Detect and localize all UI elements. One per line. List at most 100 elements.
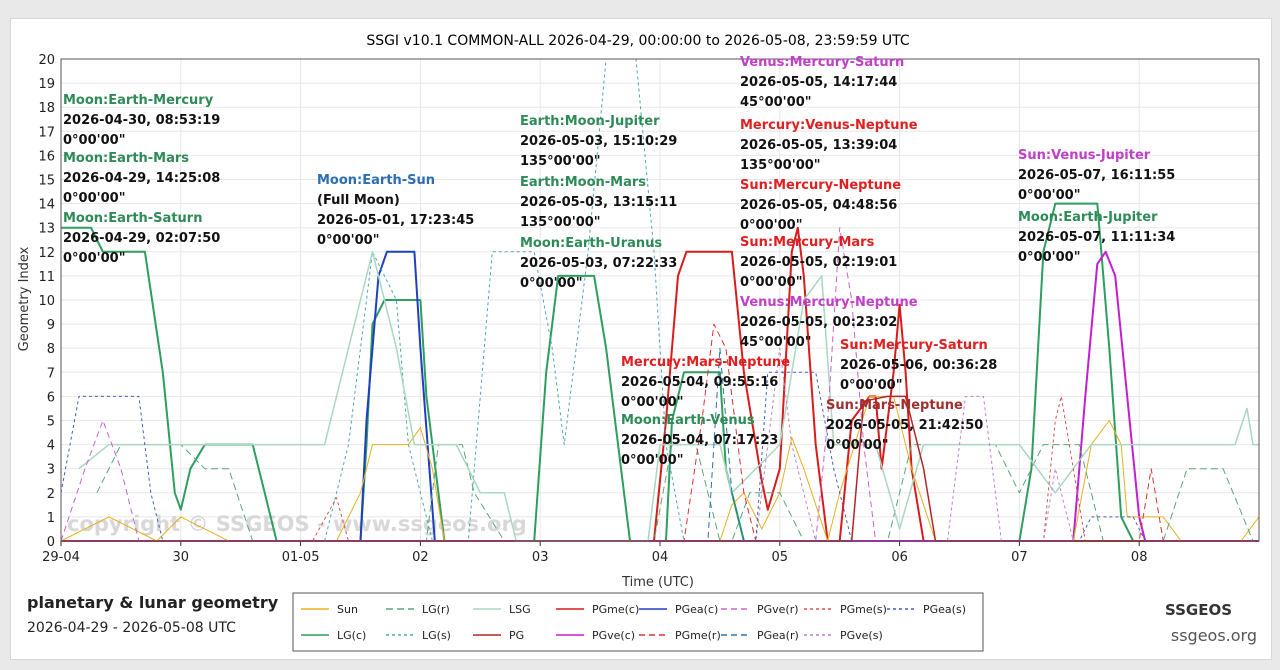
y-tick-label: 11	[38, 270, 55, 285]
series-pgme-s	[61, 395, 1259, 542]
annotation-detail: 2026-05-05, 04:48:56	[740, 198, 897, 213]
plot-border	[60, 58, 1260, 542]
legend-label: PGve(c)	[592, 629, 635, 642]
legend-item: PG	[473, 629, 524, 642]
y-axis-label: Geometry Index	[17, 246, 32, 351]
legend-item: PGea(r)	[721, 629, 799, 642]
legend-item: Sun	[301, 603, 358, 616]
legend-item: PGve(c)	[556, 629, 635, 642]
y-tick-label: 5	[47, 415, 55, 430]
annotation-detail: 2026-04-30, 08:53:19	[63, 113, 220, 128]
series-lg-c	[61, 202, 1259, 542]
annotation-title: Sun:Mercury-Mars	[740, 235, 875, 250]
annotation-detail: 2026-05-05, 14:17:44	[740, 75, 897, 90]
annotation-detail: 135°00'00"	[520, 154, 601, 169]
event-annotation: Mercury:Venus-Neptune 2026-05-05, 13:39:0…	[740, 118, 918, 173]
annotation-detail: 2026-05-07, 16:11:55	[1018, 168, 1175, 183]
legend-item: LG(c)	[301, 629, 366, 642]
annotation-title: Moon:Earth-Mercury	[63, 93, 214, 108]
annotation-detail: 2026-05-03, 13:15:11	[520, 195, 677, 210]
y-tick-label: 14	[38, 198, 55, 213]
annotation-title: Earth:Moon-Jupiter	[520, 114, 660, 129]
event-annotation: Mercury:Mars-Neptune 2026-05-04, 09:55:16…	[621, 355, 790, 410]
legend-item: PGea(s)	[887, 603, 966, 616]
annotation-detail: 0°00'00"	[1018, 250, 1080, 265]
legend-item: PGve(s)	[804, 629, 883, 642]
event-annotation: Sun:Venus-Jupiter 2026-05-07, 16:11:55 0°0…	[1018, 148, 1175, 203]
legend-label: PGea(r)	[757, 629, 799, 642]
legend-label: LG(c)	[337, 629, 366, 642]
legend-label: LG(s)	[422, 629, 451, 642]
event-annotation: Sun:Mercury-Mars 2026-05-05, 02:19:01 0°00…	[740, 235, 897, 290]
legend-item: PGve(r)	[721, 603, 799, 616]
annotation-detail: 2026-05-06, 00:36:28	[840, 358, 997, 373]
legend-label: PGve(r)	[757, 603, 799, 616]
y-tick-label: 4	[47, 439, 55, 454]
legend-item: LG(s)	[386, 629, 451, 642]
event-annotation: Moon:Earth-Venus 2026-05-04, 07:17:23 0°00…	[621, 413, 778, 468]
legend-label: PGme(s)	[840, 603, 887, 616]
annotation-detail: 0°00'00"	[621, 453, 683, 468]
annotation-detail: 135°00'00"	[740, 158, 821, 173]
y-tick-label: 13	[38, 222, 55, 237]
annotation-detail: 0°00'00"	[520, 276, 582, 291]
legend-label: PGme(r)	[675, 629, 721, 642]
y-tick-label: 20	[38, 53, 55, 68]
x-tick-label: 07	[1011, 550, 1028, 565]
annotation-detail: 2026-05-01, 17:23:45	[317, 213, 474, 228]
annotation-title: Sun:Mercury-Saturn	[840, 338, 988, 353]
event-annotation: Moon:Earth-Mercury 2026-04-30, 08:53:19 0°…	[63, 93, 220, 148]
event-annotation: Earth:Moon-Mars 2026-05-03, 13:15:11 135°0…	[520, 175, 677, 230]
footer-date-range: 2026-04-29 - 2026-05-08 UTC	[27, 620, 236, 636]
annotation-detail: 0°00'00"	[740, 218, 802, 233]
legend-label: PG	[509, 629, 524, 642]
x-tick-label: 29-04	[42, 550, 80, 565]
annotation-detail: 2026-04-29, 02:07:50	[63, 231, 220, 246]
annotation-detail: 2026-05-05, 21:42:50	[826, 418, 983, 433]
footer-title: planetary & lunar geometry	[27, 593, 279, 612]
x-tick-label: 08	[1131, 550, 1148, 565]
footer-brand: SSGEOS	[1165, 601, 1232, 619]
y-tick-label: 0	[47, 535, 55, 550]
legend-label: Sun	[337, 603, 358, 616]
x-tick-label: 06	[891, 550, 908, 565]
annotation-detail: 135°00'00"	[520, 215, 601, 230]
annotation-detail: 0°00'00"	[740, 275, 802, 290]
annotation-detail: 2026-05-03, 07:22:33	[520, 256, 677, 271]
annotation-detail: 45°00'00"	[740, 95, 812, 110]
event-annotation: Moon:Earth-Saturn 2026-04-29, 02:07:50 0°0…	[63, 211, 220, 266]
annotation-detail: (Full Moon)	[317, 193, 400, 208]
x-tick-label: 01-05	[282, 550, 320, 565]
legend-box	[292, 592, 984, 652]
series-sun	[60, 395, 1260, 542]
legend-label: LG(r)	[422, 603, 450, 616]
legend-label: PGea(c)	[675, 603, 718, 616]
y-tick-label: 8	[47, 342, 55, 357]
series-pgve-r	[60, 227, 1259, 542]
series-pgme-c	[61, 226, 1259, 542]
series-pg	[61, 395, 1259, 542]
x-tick-label: 04	[652, 550, 669, 565]
y-tick-label: 1	[47, 511, 55, 526]
x-tick-label: 02	[412, 550, 429, 565]
annotation-detail: 0°00'00"	[621, 395, 683, 410]
y-tick-label: 6	[47, 390, 55, 405]
annotation-detail: 2026-05-05, 02:19:01	[740, 255, 897, 270]
y-tick-label: 7	[47, 366, 55, 381]
annotation-title: Moon:Earth-Venus	[621, 413, 755, 428]
annotation-detail: 0°00'00"	[826, 438, 888, 453]
legend-label: PGve(s)	[840, 629, 883, 642]
annotation-detail: 2026-04-29, 14:25:08	[63, 171, 220, 186]
series-pgea-c	[61, 250, 1259, 542]
annotation-title: Mercury:Venus-Neptune	[740, 118, 918, 133]
event-annotation: Moon:Earth-Sun (Full Moon) 2026-05-01, 17:…	[317, 173, 474, 248]
annotation-detail: 45°00'00"	[740, 335, 812, 350]
annotation-detail: 2026-05-05, 00:23:02	[740, 315, 897, 330]
annotation-detail: 0°00'00"	[317, 233, 379, 248]
annotation-detail: 0°00'00"	[63, 133, 125, 148]
chart-title: SSGI v10.1 COMMON-ALL 2026-04-29, 00:00:…	[366, 33, 910, 49]
series-lg-s	[61, 58, 1259, 542]
event-annotation: Sun:Mars-Neptune 2026-05-05, 21:42:50 0°00…	[826, 398, 983, 453]
event-annotation: Earth:Moon-Jupiter 2026-05-03, 15:10:29 13…	[520, 114, 677, 169]
